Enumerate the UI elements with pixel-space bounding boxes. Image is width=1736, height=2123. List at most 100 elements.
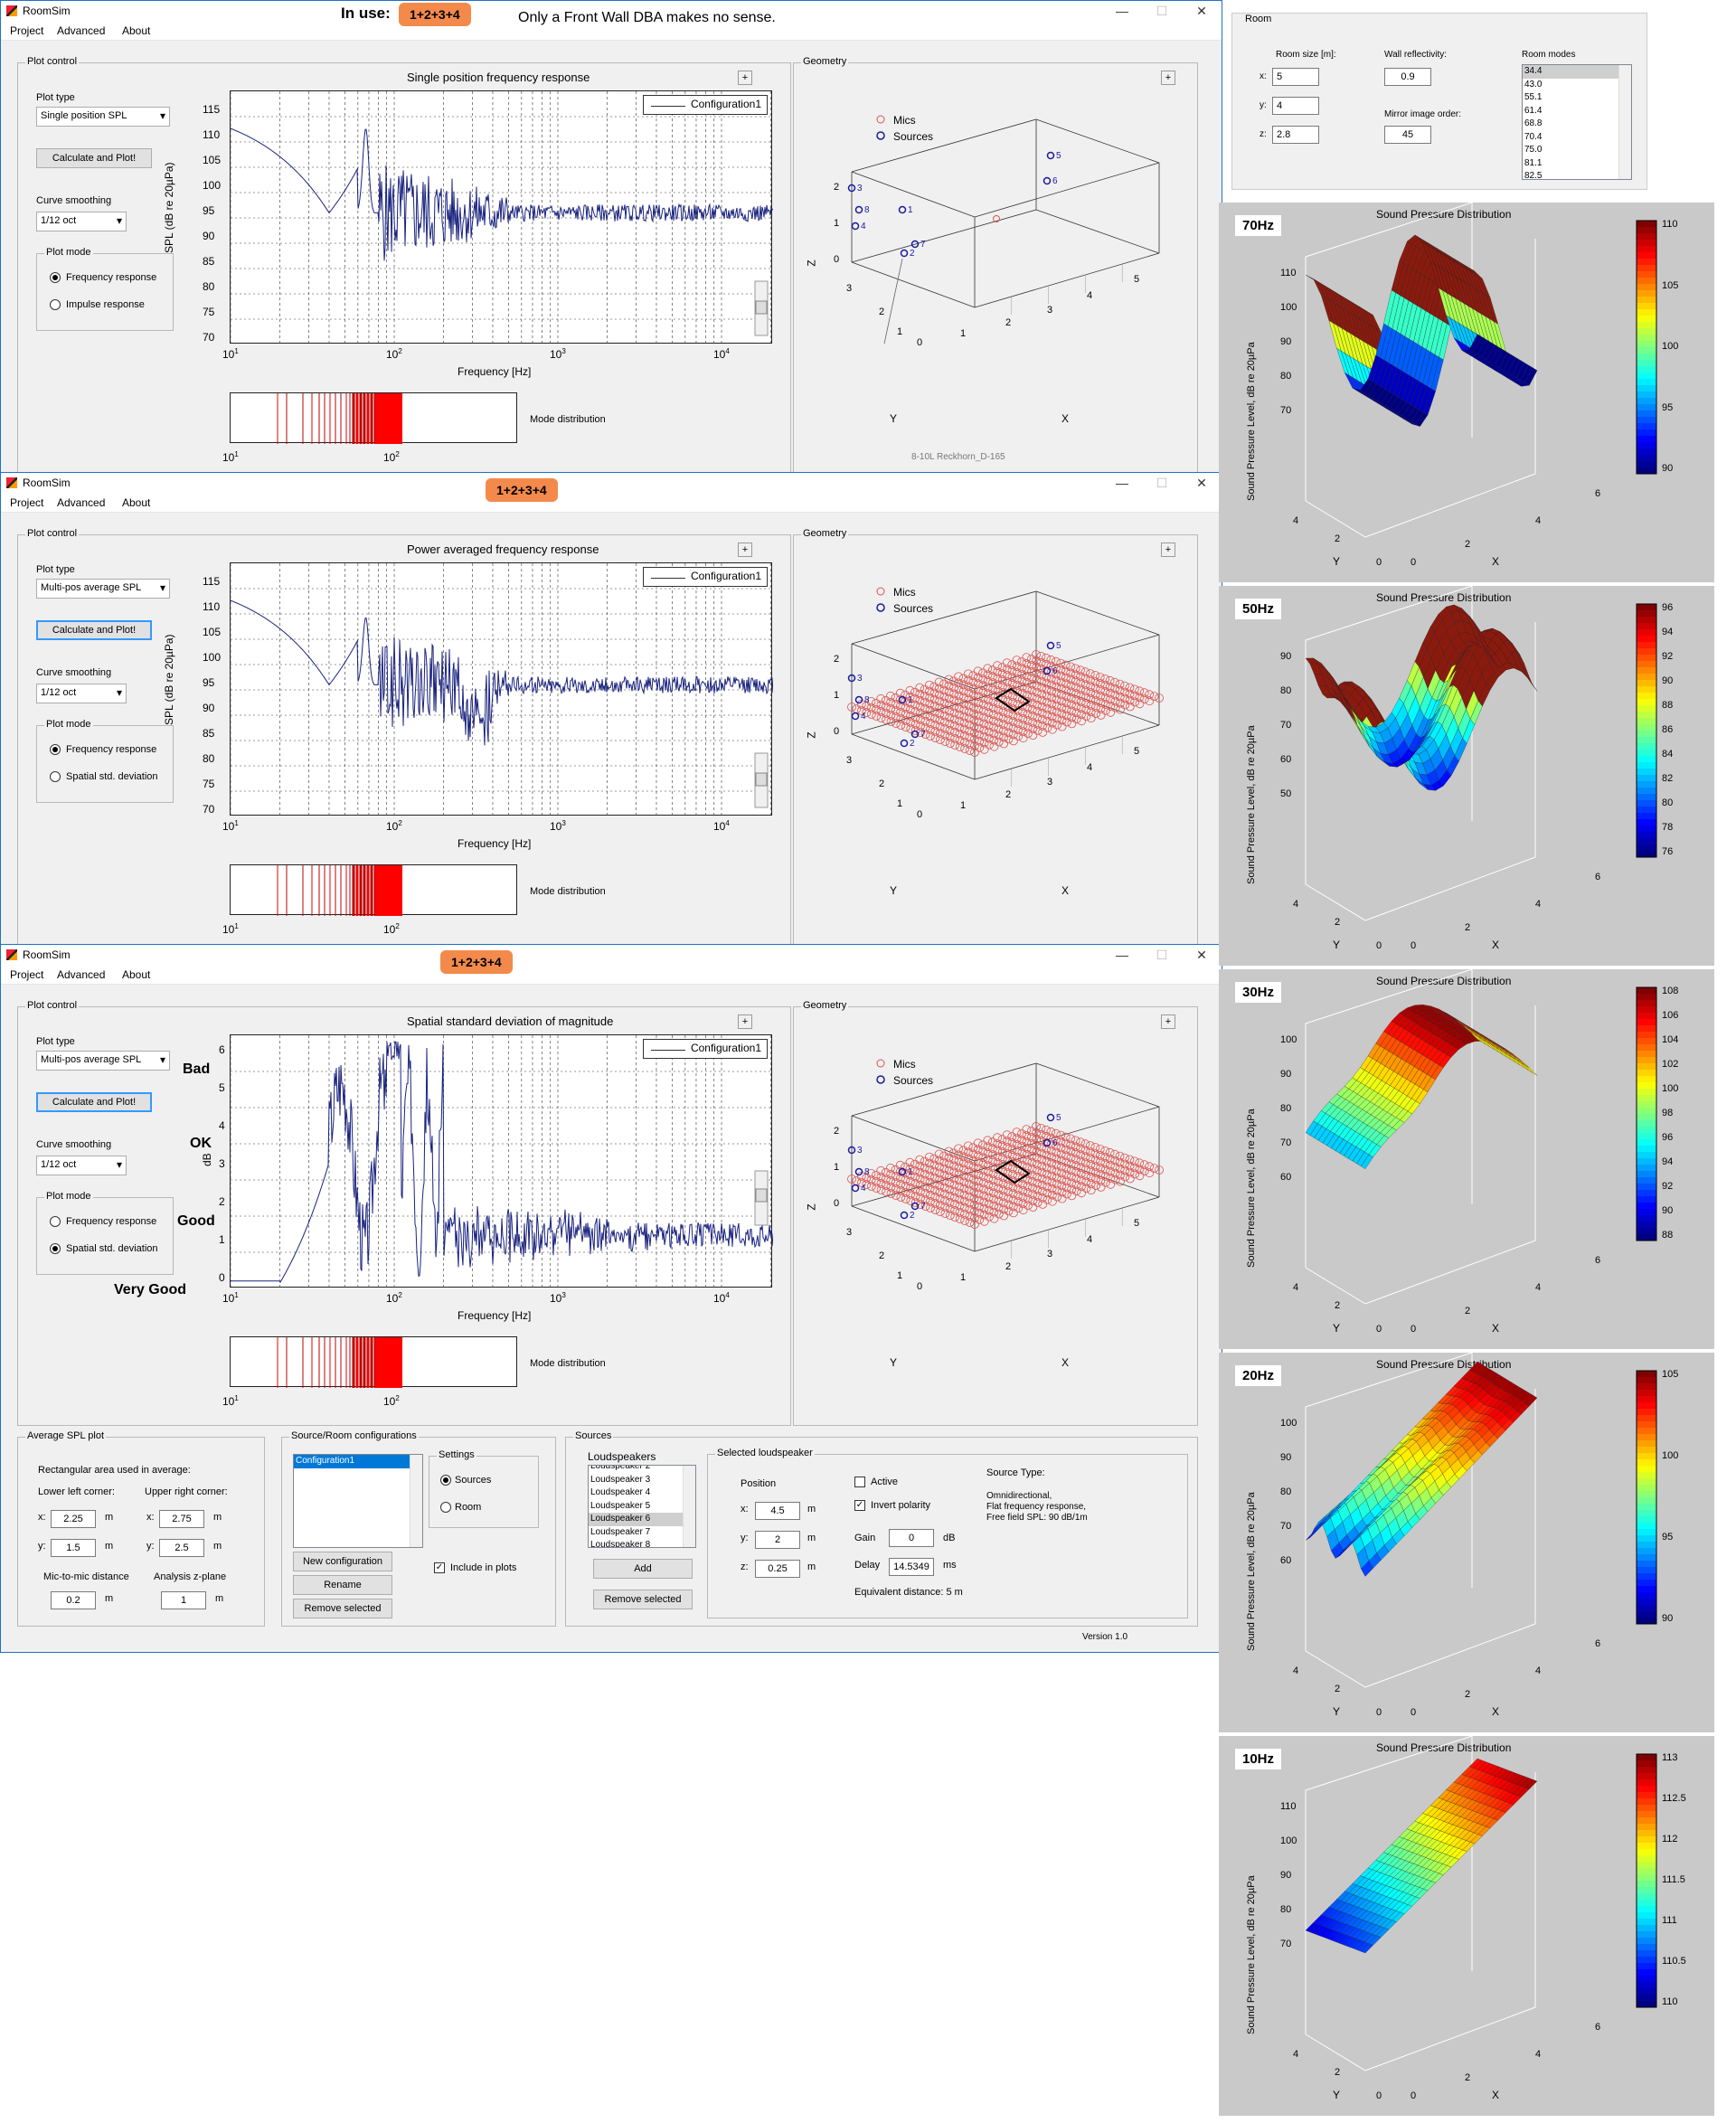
- corner-lly-field[interactable]: [51, 1539, 96, 1557]
- add-loudspeaker-button[interactable]: Add: [593, 1559, 693, 1579]
- menu-about[interactable]: About: [122, 496, 151, 509]
- room-y-field[interactable]: [1272, 97, 1319, 115]
- settings-room-radio[interactable]: [440, 1502, 451, 1513]
- menu-about[interactable]: About: [122, 968, 151, 981]
- plot-mode-radio-a[interactable]: [50, 744, 61, 755]
- delay-field[interactable]: [889, 1558, 934, 1576]
- source-type-label: Source Type:: [986, 1467, 1045, 1478]
- loudspeaker-list[interactable]: Loudspeaker 2 Loudspeaker 3 Loudspeaker 4 L…: [588, 1465, 696, 1548]
- geometry-group: Geometry +3 8 1 4 2 7 5 6 2 1 0 3 2 1 0 1 2 3 4 5 Mics Sources…: [793, 1000, 1198, 1426]
- z-tick: 90: [1280, 1452, 1292, 1463]
- calculate-plot-button[interactable]: Calculate and Plot!: [36, 620, 152, 640]
- config-item[interactable]: Configuration1: [294, 1455, 422, 1468]
- room-mode-item[interactable]: 68.8: [1524, 118, 1543, 128]
- loudspeaker-item[interactable]: Loudspeaker 2: [590, 1465, 651, 1471]
- room-x-field[interactable]: [1272, 68, 1319, 86]
- settings-sources-radio[interactable]: [440, 1475, 451, 1486]
- plot-expand-button[interactable]: +: [738, 1014, 752, 1029]
- geometry-expand-button[interactable]: +: [1161, 1014, 1175, 1029]
- mirror-order-field[interactable]: [1384, 126, 1431, 144]
- loudspeaker-item[interactable]: Loudspeaker 3: [590, 1474, 651, 1485]
- room-z-field[interactable]: [1272, 126, 1319, 144]
- z-tick: 60: [1280, 1172, 1292, 1183]
- loudspeaker-item[interactable]: Loudspeaker 5: [590, 1500, 651, 1511]
- ls-z-field[interactable]: [755, 1560, 800, 1578]
- loudspeaker-item[interactable]: Loudspeaker 7: [590, 1526, 651, 1537]
- plot-type-select[interactable]: Multi-pos average SPL: [36, 1051, 170, 1071]
- ls-y-field[interactable]: [755, 1531, 800, 1549]
- maximize-button[interactable]: ☐: [1156, 4, 1168, 18]
- plot-mode-radio-b[interactable]: [50, 299, 61, 310]
- minimize-button[interactable]: —: [1116, 4, 1128, 18]
- config-list-scroll[interactable]: [410, 1455, 422, 1547]
- loudspeaker-item[interactable]: Loudspeaker 6: [589, 1513, 695, 1526]
- room-mode-item[interactable]: 55.1: [1524, 92, 1543, 102]
- ls-x-field[interactable]: [755, 1502, 800, 1520]
- colorbar-tick: 94: [1662, 627, 1674, 637]
- maximize-button[interactable]: ☐: [1156, 948, 1168, 962]
- minimize-button[interactable]: —: [1116, 476, 1128, 490]
- curve-smoothing-select[interactable]: 1/12 oct: [36, 684, 127, 703]
- corner-urx-field[interactable]: [159, 1510, 204, 1528]
- include-in-plots-checkbox[interactable]: ✓: [434, 1562, 445, 1573]
- spd-axis-tick: 6: [1595, 488, 1601, 499]
- calculate-plot-button[interactable]: Calculate and Plot!: [36, 148, 152, 168]
- room-mode-item[interactable]: 70.4: [1524, 131, 1543, 142]
- minimize-button[interactable]: —: [1116, 948, 1128, 962]
- mic-to-mic-field[interactable]: [51, 1591, 96, 1609]
- x-axis-label: Frequency [Hz]: [458, 837, 532, 850]
- config-list[interactable]: Configuration1: [293, 1454, 423, 1548]
- close-button[interactable]: ✕: [1196, 4, 1207, 18]
- room-mode-item[interactable]: 75.0: [1524, 145, 1543, 155]
- room-mode-item[interactable]: 82.5: [1524, 171, 1543, 180]
- remove-loudspeaker-button[interactable]: Remove selected: [593, 1590, 693, 1609]
- plot-mode-radio-a[interactable]: [50, 1216, 61, 1227]
- close-button[interactable]: ✕: [1196, 476, 1207, 490]
- menu-project[interactable]: Project: [10, 24, 44, 37]
- wall-reflectivity-field[interactable]: [1384, 68, 1431, 86]
- remove-config-button[interactable]: Remove selected: [293, 1599, 392, 1618]
- menu-advanced[interactable]: Advanced: [57, 496, 106, 509]
- z-tick: 70: [1280, 405, 1292, 416]
- maximize-button[interactable]: ☐: [1156, 476, 1168, 490]
- analysis-z-field[interactable]: [161, 1591, 206, 1609]
- rename-button[interactable]: Rename: [293, 1575, 392, 1595]
- plot-type-select[interactable]: Single position SPL: [36, 107, 170, 127]
- menu-advanced[interactable]: Advanced: [57, 24, 106, 37]
- curve-smoothing-select[interactable]: 1/12 oct: [36, 1156, 127, 1175]
- loudspeaker-item[interactable]: Loudspeaker 8: [590, 1540, 651, 1548]
- calculate-plot-button[interactable]: Calculate and Plot!: [36, 1092, 152, 1112]
- plot-mode-radio-b[interactable]: [50, 1243, 61, 1254]
- gain-field[interactable]: [889, 1529, 934, 1547]
- new-config-button[interactable]: New configuration: [293, 1552, 392, 1571]
- geometry-expand-button[interactable]: +: [1161, 543, 1175, 557]
- plot-mode-radio-b[interactable]: [50, 771, 61, 782]
- plot-type-select[interactable]: Multi-pos average SPL: [36, 579, 170, 599]
- menu-project[interactable]: Project: [10, 968, 44, 981]
- menu-about[interactable]: About: [122, 24, 151, 37]
- active-checkbox[interactable]: [854, 1477, 865, 1487]
- room-mode-item[interactable]: 43.0: [1524, 79, 1543, 90]
- corner-llx-field[interactable]: [51, 1510, 96, 1528]
- menu-advanced[interactable]: Advanced: [57, 968, 106, 981]
- y-tick: 1: [219, 1233, 225, 1246]
- close-button[interactable]: ✕: [1196, 948, 1207, 962]
- loudspeaker-item[interactable]: Loudspeaker 4: [590, 1487, 651, 1497]
- menu-project[interactable]: Project: [10, 496, 44, 509]
- room-modes-list[interactable]: 34.4 43.0 55.1 61.4 68.8 70.4 75.0 81.1 82.5: [1522, 64, 1632, 180]
- curve-smoothing-select[interactable]: 1/12 oct: [36, 212, 127, 231]
- room-mode-item[interactable]: 81.1: [1524, 157, 1543, 168]
- plot-mode-radio-a[interactable]: [50, 272, 61, 283]
- mode-lines-svg: [277, 865, 402, 916]
- plot-expand-button[interactable]: +: [738, 71, 752, 85]
- geometry-expand-button[interactable]: +: [1161, 71, 1175, 85]
- invert-polarity-checkbox[interactable]: ✓: [854, 1500, 865, 1511]
- room-modes-scroll[interactable]: [1618, 65, 1631, 179]
- plot-expand-button[interactable]: +: [738, 543, 752, 557]
- svg-text:1: 1: [897, 798, 902, 809]
- corner-ury-field[interactable]: [159, 1539, 204, 1557]
- loudspeaker-list-scroll[interactable]: [683, 1466, 695, 1547]
- room-mode-item[interactable]: 34.4: [1523, 65, 1631, 79]
- room-mode-item[interactable]: 61.4: [1524, 105, 1543, 116]
- response-curve: [231, 1041, 773, 1283]
